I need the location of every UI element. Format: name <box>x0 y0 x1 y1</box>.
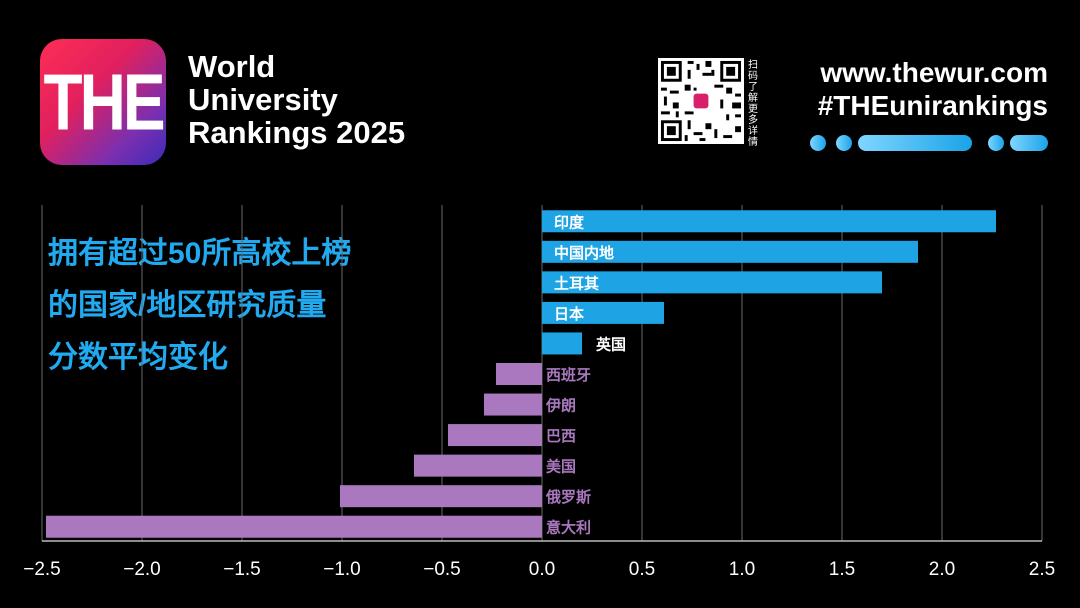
brand-title-line: University <box>188 82 338 117</box>
bar-美国 <box>414 454 542 477</box>
bar-土耳其 <box>542 271 882 294</box>
x-tick-label: 0.0 <box>529 559 555 580</box>
bar-日本 <box>542 301 664 324</box>
bar-英国 <box>542 332 582 355</box>
the-logo: THE <box>40 39 166 165</box>
bar-label: 意大利 <box>546 519 591 537</box>
bar-意大利 <box>46 515 542 538</box>
brand-title: World University Rankings 2025 <box>188 50 405 149</box>
bar-label: 日本 <box>554 305 584 323</box>
bar-巴西 <box>448 424 542 447</box>
x-tick-label: −1.0 <box>323 559 361 580</box>
x-tick-label: 0.5 <box>629 559 655 580</box>
x-tick-label: −2.5 <box>23 559 61 580</box>
logo-text: THE <box>43 57 166 147</box>
headline-line: 拥有超过50所高校上榜 <box>48 237 352 270</box>
x-tick-label: 2.5 <box>1029 559 1055 580</box>
bar-印度 <box>542 210 996 233</box>
bar-label: 俄罗斯 <box>545 488 591 506</box>
x-tick-label: −0.5 <box>423 559 461 580</box>
bar-label: 西班牙 <box>546 366 591 384</box>
website-url[interactable]: www.thewur.com <box>820 57 1048 88</box>
bar-伊朗 <box>484 393 542 416</box>
website-info: www.thewur.com #THEunirankings <box>772 56 1048 122</box>
x-tick-label: −2.0 <box>123 559 161 580</box>
hashtag: #THEunirankings <box>817 90 1048 121</box>
chart-headline: 拥有超过50所高校上榜 的国家/地区研究质量 分数平均变化 <box>48 228 351 384</box>
bar-label: 土耳其 <box>554 274 599 292</box>
bar-label: 英国 <box>596 335 626 353</box>
headline-line: 的国家/地区研究质量 <box>48 289 327 322</box>
bar-label: 印度 <box>554 213 585 231</box>
bar-label: 中国内地 <box>554 244 614 262</box>
bar-俄罗斯 <box>340 485 542 508</box>
x-tick-label: 2.0 <box>929 559 955 580</box>
x-tick-label: 1.5 <box>829 559 855 580</box>
bar-西班牙 <box>496 363 542 385</box>
bar-label: 美国 <box>546 458 576 476</box>
headline-line: 分数平均变化 <box>48 341 228 374</box>
brand-title-line: Rankings 2025 <box>188 115 406 150</box>
bar-label: 巴西 <box>546 427 576 445</box>
x-tick-label: 1.0 <box>729 559 755 580</box>
bar-中国内地 <box>542 240 918 263</box>
qr-code-icon[interactable] <box>658 58 744 144</box>
x-tick-label: −1.5 <box>223 559 261 580</box>
qr-caption: 扫码了解更多详情 <box>748 60 758 148</box>
brand-title-line: World <box>188 49 276 84</box>
bar-label: 伊朗 <box>545 397 576 415</box>
